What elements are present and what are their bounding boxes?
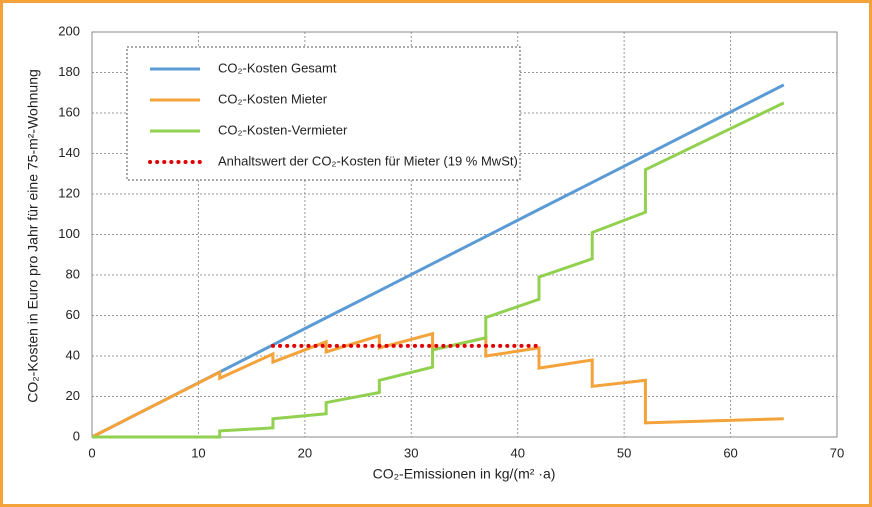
x-tick-label: 20 bbox=[298, 445, 312, 460]
y-tick-label: 40 bbox=[66, 347, 80, 362]
series-line bbox=[92, 101, 785, 439]
x-tick-label: 10 bbox=[191, 445, 205, 460]
y-tick-label: 160 bbox=[58, 104, 80, 119]
series-line bbox=[91, 331, 784, 439]
y-tick-label: 200 bbox=[58, 23, 80, 38]
legend-label: CO₂-Kosten-Vermieter bbox=[218, 122, 348, 137]
x-tick-label: 70 bbox=[830, 445, 844, 460]
plot-border bbox=[91, 31, 838, 438]
x-axis-label: CO₂-Emissionen in kg/(m² ·a) bbox=[373, 466, 556, 482]
y-tick-label: 140 bbox=[58, 145, 80, 160]
series-line bbox=[91, 83, 785, 439]
y-tick-label: 60 bbox=[66, 307, 80, 322]
x-tick-label: 0 bbox=[88, 445, 95, 460]
legend-label: CO₂-Kosten Mieter bbox=[218, 91, 328, 106]
y-tick-label: 80 bbox=[66, 266, 80, 281]
x-tick-label: 30 bbox=[404, 445, 418, 460]
legend-label: CO₂-Kosten Gesamt bbox=[218, 60, 337, 75]
y-tick-label: 0 bbox=[73, 428, 80, 443]
y-axis-label: CO₂-Kosten in Euro pro Jahr für eine 75-… bbox=[25, 69, 41, 403]
x-tick-label: 60 bbox=[723, 445, 737, 460]
x-tick-label: 40 bbox=[510, 445, 524, 460]
y-tick-label: 100 bbox=[58, 226, 80, 241]
y-tick-label: 180 bbox=[58, 64, 80, 79]
y-tick-label: 120 bbox=[58, 185, 80, 200]
y-tick-label: 20 bbox=[66, 388, 80, 403]
legend-label: Anhaltswert der CO₂-Kosten für Mieter (1… bbox=[218, 153, 518, 168]
x-tick-label: 50 bbox=[617, 445, 631, 460]
